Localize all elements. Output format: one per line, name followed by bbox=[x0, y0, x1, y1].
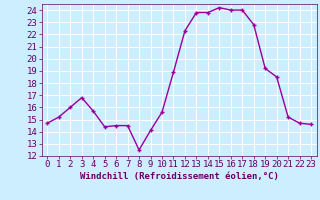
X-axis label: Windchill (Refroidissement éolien,°C): Windchill (Refroidissement éolien,°C) bbox=[80, 172, 279, 181]
